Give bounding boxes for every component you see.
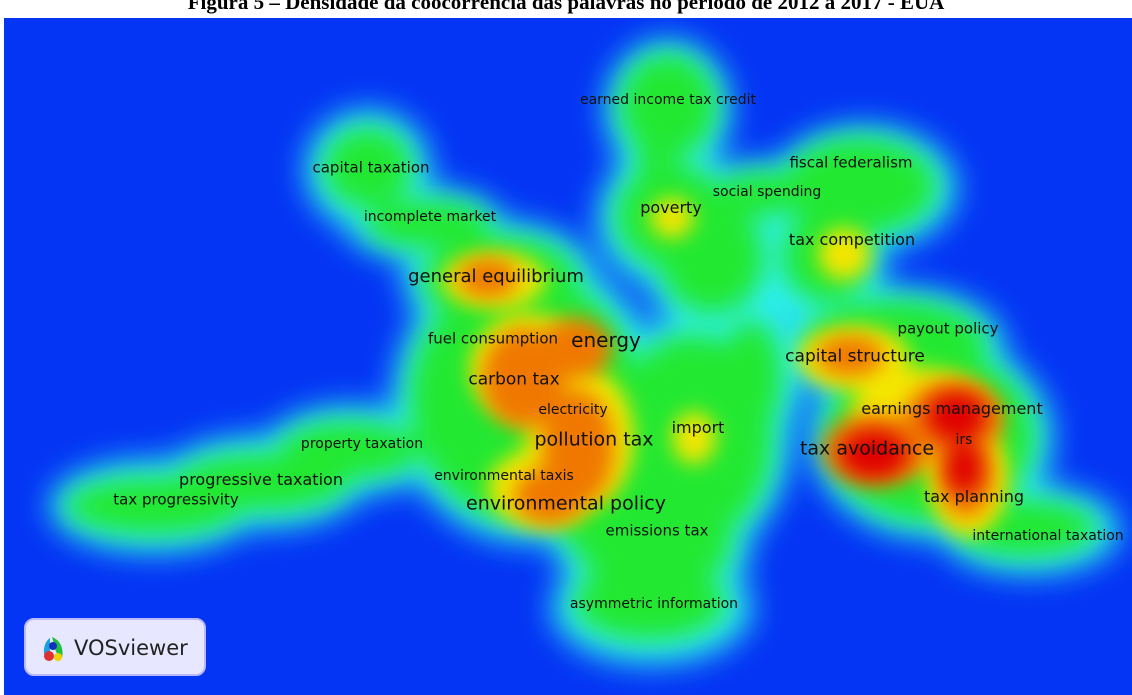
term-label[interactable]: asymmetric information <box>569 596 739 612</box>
term-label[interactable]: capital taxation <box>312 158 430 177</box>
figure-caption: Figura 5 – Densidade da coocorrência das… <box>187 0 945 14</box>
term-label[interactable]: pollution tax <box>534 428 654 451</box>
density-layer-peak <box>840 392 986 494</box>
term-label[interactable]: electricity <box>538 402 608 418</box>
density-blob-very-high <box>458 258 518 298</box>
density-blob-medium <box>366 200 490 248</box>
term-label[interactable]: poverty <box>640 198 702 217</box>
density-blob-medium <box>784 138 936 234</box>
term-label[interactable]: earned income tax credit <box>579 92 757 108</box>
term-label[interactable]: tax avoidance <box>799 437 935 460</box>
term-label[interactable]: energy <box>571 328 641 352</box>
term-label[interactable]: tax progressivity <box>113 490 239 509</box>
density-blob-high <box>650 198 694 238</box>
term-label[interactable]: property taxation <box>300 436 424 452</box>
density-blob-high <box>818 228 870 280</box>
term-label[interactable]: progressive taxation <box>179 470 343 489</box>
vosviewer-logo-text: VOSviewer <box>74 636 188 660</box>
density-blob-peak <box>926 392 986 440</box>
density-blob-peak <box>840 430 908 478</box>
term-label[interactable]: payout policy <box>897 319 999 338</box>
density-blob-medium <box>722 320 782 432</box>
term-label[interactable]: fuel consumption <box>427 329 559 348</box>
term-label[interactable]: international taxation <box>972 528 1124 544</box>
density-blob-peak <box>946 442 982 494</box>
vosviewer-logo-icon <box>43 637 63 661</box>
term-label[interactable]: carbon tax <box>468 369 560 390</box>
term-label[interactable]: environmental policy <box>466 492 666 515</box>
term-label[interactable]: environmental taxis <box>434 468 574 484</box>
density-blob-medium <box>718 172 802 216</box>
density-blob-medium <box>66 478 242 534</box>
density-heatmap <box>50 40 1120 664</box>
density-blob-medium <box>576 498 732 590</box>
term-label[interactable]: capital structure <box>785 346 925 367</box>
density-blob-medium <box>324 128 412 208</box>
term-label[interactable]: incomplete market <box>363 209 497 225</box>
density-map[interactable]: earned income tax credit capital taxation… <box>4 18 1132 695</box>
term-label[interactable]: emissions tax <box>605 521 709 540</box>
term-label[interactable]: tax planning <box>923 487 1025 506</box>
term-label[interactable]: tax competition <box>788 230 916 249</box>
term-label[interactable]: general equilibrium <box>408 266 584 287</box>
density-blob-medium <box>638 114 674 202</box>
density-blob-very-high <box>816 336 884 376</box>
density-blob-medium <box>574 564 726 640</box>
density-blob-high <box>672 412 716 464</box>
density-blob-very-high <box>540 318 612 378</box>
vosviewer-logo-badge: VOSviewer <box>24 618 206 676</box>
density-blob-very-high <box>514 468 586 524</box>
density-layer-very-high <box>458 258 1004 524</box>
term-label[interactable]: fiscal federalism <box>789 153 913 172</box>
term-label[interactable]: irs <box>955 432 973 448</box>
term-label[interactable]: earnings management <box>861 399 1043 418</box>
term-label[interactable]: import <box>671 418 725 437</box>
term-label[interactable]: social spending <box>712 184 822 200</box>
